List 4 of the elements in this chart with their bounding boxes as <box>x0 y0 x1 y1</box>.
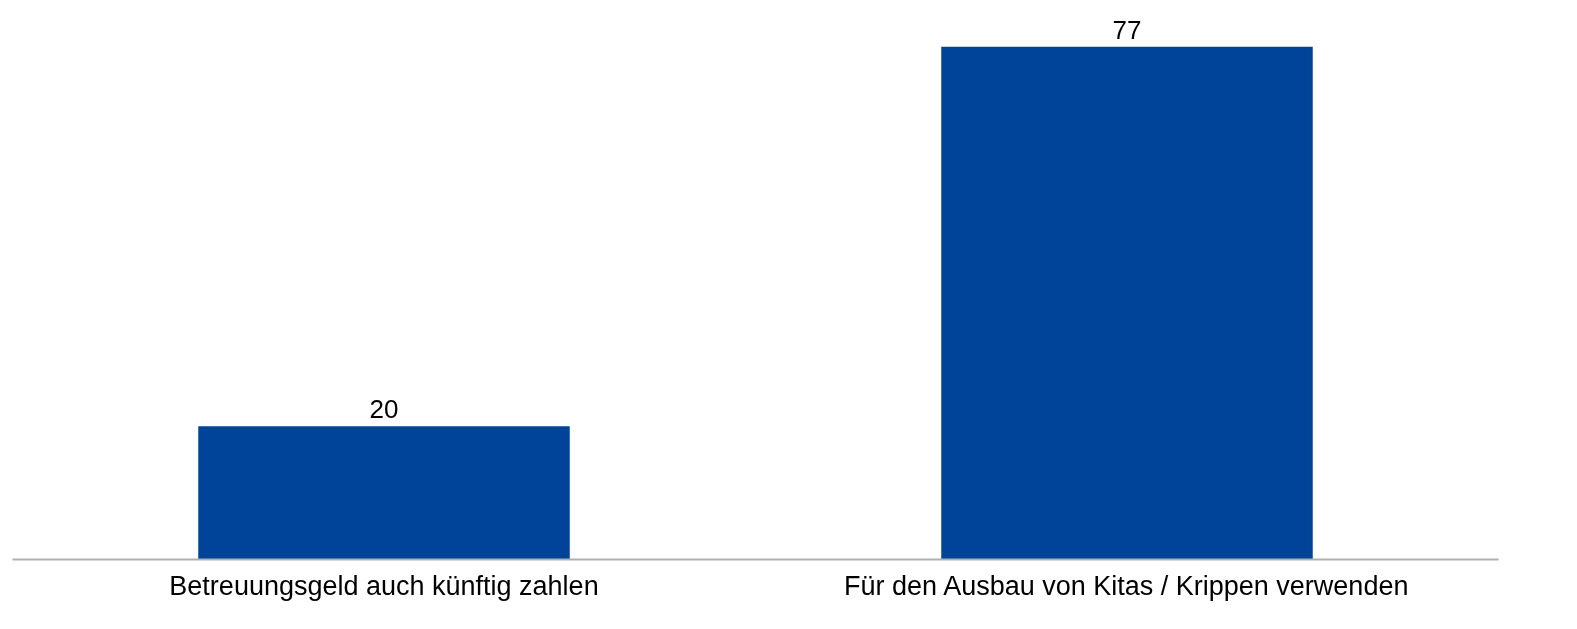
x-tick-label: Für den Ausbau von Kitas / Krippen verwenden <box>844 570 1409 601</box>
data-label: 77 <box>1112 14 1142 45</box>
data-label: 20 <box>369 394 399 425</box>
x-tick-label: Betreuungsgeld auch künftig zahlen <box>169 570 599 601</box>
